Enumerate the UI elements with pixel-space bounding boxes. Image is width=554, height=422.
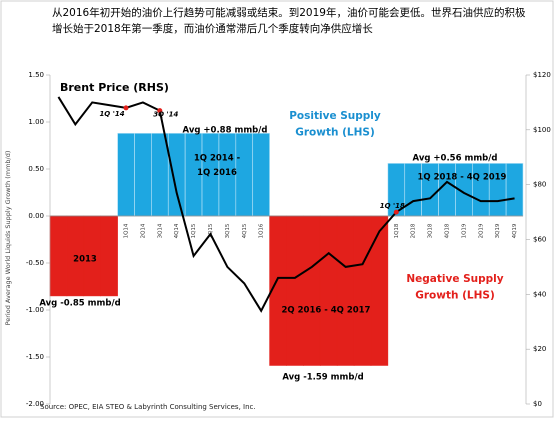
highlight-point <box>157 108 163 114</box>
annotation: Avg -0.85 mmb/d <box>39 299 120 309</box>
bar <box>319 215 338 366</box>
highlight-point <box>123 105 129 111</box>
title-line: 从2016年初开始的油价上行趋势可能减弱或结束。到2019年，油价可能会更低。世… <box>52 6 526 19</box>
annotation: Avg -1.59 mmb/d <box>282 373 363 383</box>
bar <box>134 132 152 217</box>
highlight-point <box>393 209 399 215</box>
y-tick-label: -0.50 <box>26 259 44 267</box>
bar <box>336 215 355 366</box>
y2-tick-label: $40 <box>533 290 546 298</box>
annotation: Negative Supply <box>406 273 503 285</box>
bar <box>505 163 524 217</box>
x-tick-label: 4Q15 <box>242 223 248 238</box>
bar <box>370 215 389 366</box>
x-tick-label: 1Q14 <box>124 223 130 238</box>
bar <box>49 215 68 297</box>
annotation: Positive Supply <box>289 110 381 122</box>
x-tick-label: 2Q18 <box>411 223 417 238</box>
bar <box>117 132 135 217</box>
bar <box>472 163 490 217</box>
annotation: 2013 <box>73 255 97 265</box>
annotation: 1Q 2016 <box>197 168 237 178</box>
bar <box>404 163 422 217</box>
bar <box>100 215 118 297</box>
annotation: Growth (LHS) <box>415 290 495 302</box>
y-tick-label: -2.00 <box>26 400 44 408</box>
y2-tick-label: $60 <box>533 236 546 244</box>
annotation: 2Q 2016 - 4Q 2017 <box>282 306 371 316</box>
y-tick-label: -1.50 <box>26 353 44 361</box>
x-tick-label: 1Q18 <box>394 223 400 238</box>
y-axis-title: Period Average World Liquids Supply Grow… <box>4 151 12 326</box>
annotation: 1Q 2014 - <box>194 154 241 164</box>
y-tick-label: 0.50 <box>28 165 44 173</box>
annotation: Avg +0.88 mmb/d <box>183 126 268 136</box>
y-tick-label: 0.00 <box>28 212 44 220</box>
x-tick-label: 4Q14 <box>174 223 180 238</box>
x-tick-label: 3Q19 <box>495 223 501 238</box>
bar <box>438 163 456 217</box>
y2-tick-label: $100 <box>533 126 551 134</box>
source: Source: OPEC, EIA STEO & Labyrinth Consu… <box>40 403 256 411</box>
x-tick-label: 3Q14 <box>157 223 163 238</box>
title-line: 增长始于2018年第一季度，而油价通常滞后几个季度转向净供应增长 <box>52 22 373 35</box>
x-tick-label: 2Q19 <box>478 223 484 238</box>
x-tick-label: 4Q19 <box>512 223 518 238</box>
x-tick-label: 2Q14 <box>140 223 146 238</box>
bar <box>303 215 321 366</box>
annotation: Avg +0.56 mmb/d <box>413 154 498 164</box>
x-tick-label: 1Q16 <box>259 223 265 238</box>
x-tick-label: 4Q18 <box>444 223 450 238</box>
annotation: Brent Price (RHS) <box>60 81 169 94</box>
bar <box>151 132 169 217</box>
highlight-label: 1Q '14 <box>99 110 124 118</box>
bar <box>167 132 186 217</box>
bar <box>353 215 372 366</box>
annotation: Growth (LHS) <box>295 127 375 139</box>
x-tick-label: 1Q19 <box>461 223 467 238</box>
y-tick-label: 1.50 <box>28 71 44 79</box>
y2-tick-label: $120 <box>533 71 551 79</box>
y-tick-label: 1.00 <box>28 118 44 126</box>
y2-tick-label: $80 <box>533 181 546 189</box>
bar <box>488 163 507 217</box>
y2-tick-label: $0 <box>533 400 542 408</box>
highlight-label: 3Q '14 <box>153 111 178 119</box>
y2-tick-label: $20 <box>533 345 546 353</box>
bar <box>421 163 439 217</box>
bar <box>235 132 254 217</box>
annotation: 1Q 2018 - 4Q 2019 <box>418 173 507 183</box>
x-tick-label: 3Q15 <box>225 223 231 238</box>
x-tick-label: 3Q18 <box>428 223 434 238</box>
x-tick-label: 2Q15 <box>208 223 214 238</box>
x-tick-label: 1Q15 <box>191 223 197 238</box>
bar <box>252 132 270 217</box>
bar <box>286 215 304 366</box>
price-line <box>57 96 515 313</box>
y-tick-label: -1.00 <box>26 306 44 314</box>
highlight-label: 1Q '18 <box>380 202 405 210</box>
